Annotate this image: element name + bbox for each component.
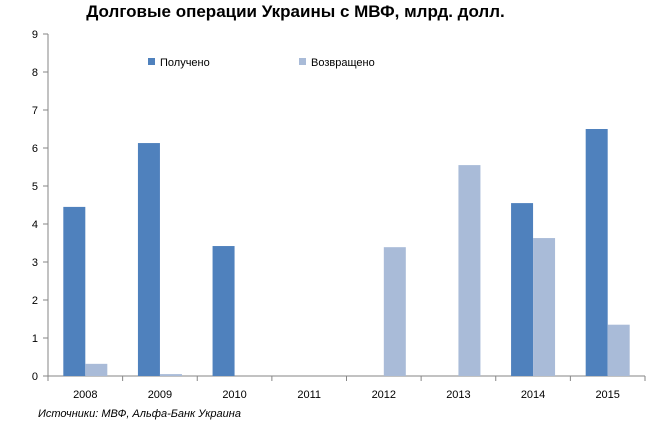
y-tick-label: 6 [32, 143, 38, 155]
y-tick-label: 9 [32, 29, 38, 41]
x-tick-label: 2015 [595, 389, 619, 401]
legend-swatch [148, 58, 155, 65]
chart-title: Долговые операции Украины с МВФ, млрд. д… [0, 2, 663, 22]
x-tick-label: 2011 [297, 389, 321, 401]
bar-received-2009 [137, 143, 160, 376]
y-tick-label: 3 [32, 257, 38, 269]
x-tick-label: 2008 [73, 389, 97, 401]
legend-label: Возвращено [311, 57, 375, 69]
y-tick-label: 0 [32, 371, 38, 383]
bar-returned-2012 [383, 247, 406, 376]
y-tick-label: 7 [32, 105, 38, 117]
x-tick-label: 2010 [222, 389, 246, 401]
legend-label: Получено [160, 57, 210, 69]
y-tick-label: 1 [32, 333, 38, 345]
y-tick-label: 5 [32, 181, 38, 193]
x-tick-label: 2014 [521, 389, 545, 401]
legend-swatch [299, 58, 306, 65]
chart-title-text: Долговые операции Украины с МВФ, млрд. д… [86, 2, 505, 21]
chart-source: Источники: МВФ, Альфа-Банк Украина [38, 408, 241, 420]
bar-returned-2009 [159, 374, 182, 376]
y-tick-label: 4 [32, 219, 38, 231]
x-tick-label: 2009 [148, 389, 172, 401]
bar-received-2010 [212, 246, 235, 376]
bar-returned-2014 [533, 238, 556, 376]
bar-received-2008 [63, 206, 86, 376]
bar-returned-2008 [85, 363, 108, 376]
y-tick-label: 2 [32, 295, 38, 307]
x-tick-label: 2012 [372, 389, 396, 401]
bar-returned-2015 [607, 324, 630, 376]
bar-received-2014 [511, 203, 534, 376]
y-tick-label: 8 [32, 67, 38, 79]
bar-returned-2013 [458, 165, 481, 376]
chart-axes: 0 1 2 3 4 5 6 7 8 9 2008 2009 2010 2011 2012 2013 2014 20… [32, 29, 646, 401]
x-tick-label: 2013 [446, 389, 470, 401]
chart-bars [63, 129, 630, 376]
bar-received-2015 [585, 129, 608, 376]
chart-legend: Получено Возвращено [148, 57, 375, 69]
